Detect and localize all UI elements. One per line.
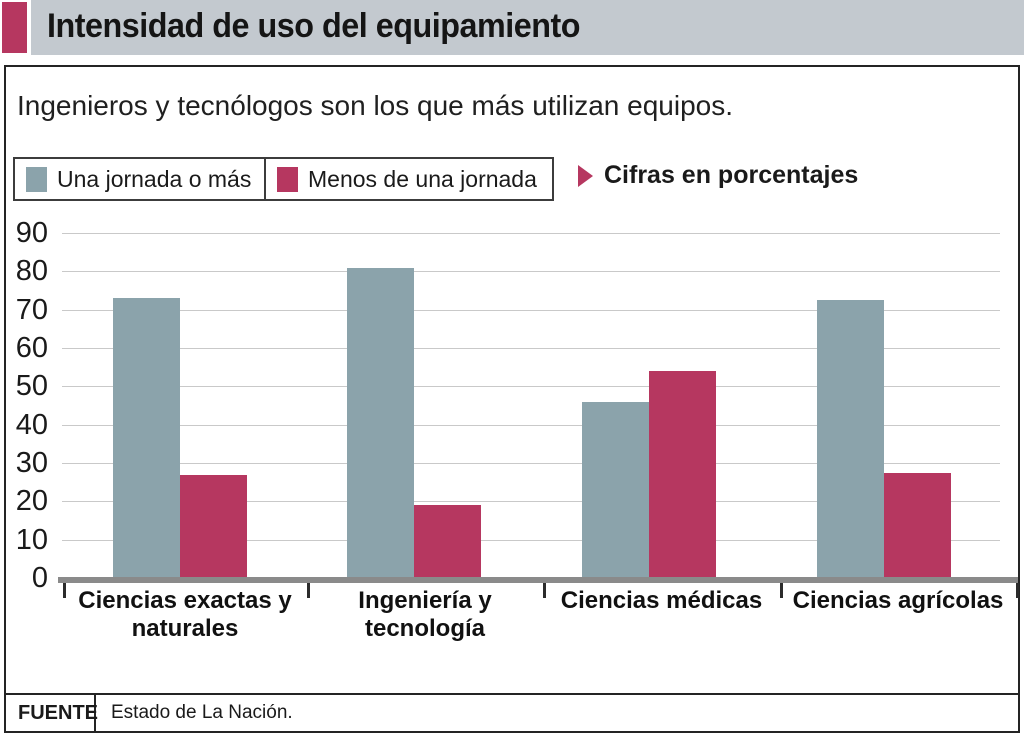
chart-subtitle: Ingenieros y tecnólogos son los que más …: [17, 90, 733, 121]
units-note: Cifras en porcentajes: [578, 161, 858, 190]
legend-label: Menos de una jornada: [308, 165, 537, 192]
legend-label: Una jornada o más: [57, 165, 252, 192]
legend-swatch-crimson: [277, 166, 298, 192]
legend-swatch-gray: [26, 166, 47, 192]
legend-item-una-jornada: Una jornada o más: [15, 159, 266, 199]
source-row: FUENTE Estado de La Nación.: [4, 693, 1020, 733]
header-band: [31, 0, 1024, 55]
legend-item-menos-jornada: Menos de una jornada: [266, 159, 552, 199]
page-title: Intensidad de uso del equipamiento: [47, 7, 581, 45]
legend: Una jornada o más Menos de una jornada: [13, 157, 554, 201]
units-note-label: Cifras en porcentajes: [604, 161, 859, 189]
header-accent-block: [2, 2, 27, 53]
source-label: FUENTE: [6, 695, 98, 731]
play-arrow-icon: [578, 164, 593, 187]
source-text: Estado de La Nación.: [111, 702, 293, 723]
